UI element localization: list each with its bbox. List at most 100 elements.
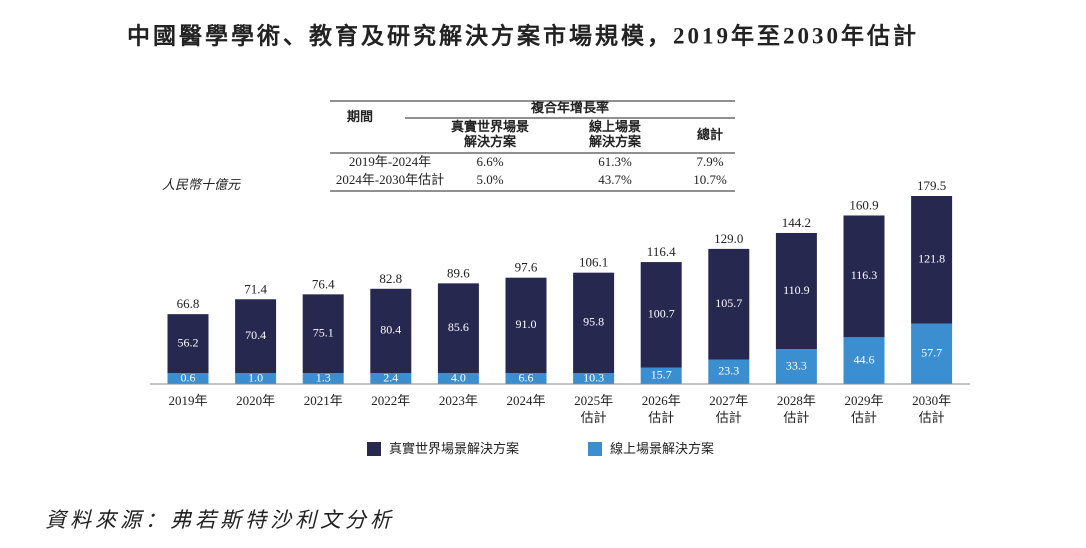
- cagr-table: 期間 複合年增長率: [330, 100, 735, 192]
- x-tick-label: 2027年: [709, 393, 748, 408]
- table-header: 期間: [347, 109, 373, 124]
- value-label: 57.7: [921, 346, 942, 360]
- table-cell: 2019年-2024年: [349, 154, 431, 169]
- x-tick-label: 2019年: [168, 393, 207, 408]
- bar-segment: [708, 248, 750, 360]
- x-tick-label: 2024年: [506, 393, 545, 408]
- bar-segment: [843, 215, 885, 338]
- x-tick-label: 2022年: [371, 393, 410, 408]
- x-tick-label: 2025年: [574, 393, 613, 408]
- total-label: 179.5: [917, 178, 946, 193]
- total-label: 106.1: [579, 255, 608, 270]
- source-note: 資料來源：弗若斯特沙利文分析: [45, 508, 395, 532]
- value-label: 23.3: [718, 364, 739, 378]
- value-label: 0.6: [181, 370, 196, 384]
- bar-segment: [911, 196, 953, 324]
- bar-segment: [775, 349, 817, 384]
- total-label: 66.8: [177, 296, 200, 311]
- value-label: 121.8: [918, 252, 945, 266]
- value-label: 75.1: [313, 325, 334, 339]
- bar-segment: [302, 294, 344, 373]
- value-label: 95.8: [583, 315, 604, 329]
- table-subheader: 真實世界場景: [451, 119, 529, 134]
- table-cell: 2024年-2030年估計: [336, 172, 444, 187]
- bar-segment: [235, 373, 277, 384]
- bar-segment: [437, 283, 479, 373]
- total-label: 76.4: [312, 276, 335, 291]
- bar-segment: [167, 373, 209, 384]
- value-label: 44.6: [854, 352, 875, 366]
- x-tick-label: 2029年: [844, 393, 883, 408]
- value-label: 80.4: [380, 323, 401, 337]
- bar-segment: [640, 262, 682, 368]
- value-label: 15.7: [651, 368, 672, 382]
- value-label: 56.2: [178, 335, 199, 349]
- total-label: 116.4: [647, 244, 676, 259]
- table-subheader: 解決方案: [463, 134, 517, 149]
- value-label: 91.0: [516, 317, 537, 331]
- legend-swatch: [588, 442, 602, 456]
- total-label: 89.6: [447, 265, 470, 280]
- x-tick-label: 估計: [648, 410, 674, 425]
- bar-segment: [235, 299, 277, 373]
- x-tick-label: 2021年: [304, 393, 343, 408]
- table-cell: 43.7%: [598, 172, 632, 187]
- x-tick-label: 估計: [581, 410, 607, 425]
- bar-segment: [708, 359, 750, 384]
- bar-segment: [573, 373, 615, 384]
- value-label: 116.3: [851, 268, 878, 282]
- x-tick-label: 2030年: [912, 393, 951, 408]
- x-tick-label: 2020年: [236, 393, 275, 408]
- bar-segment: [302, 373, 344, 384]
- x-tick-label: 估計: [919, 410, 945, 425]
- table-cell: 6.6%: [476, 154, 503, 169]
- value-label: 33.3: [786, 358, 807, 372]
- bar-segment: [167, 314, 209, 373]
- bar-segment: [911, 323, 953, 384]
- table-cell: 5.0%: [476, 172, 503, 187]
- unit-label: 人民幣十億元: [162, 177, 241, 192]
- bar-segment: [505, 373, 547, 384]
- value-label: 100.7: [648, 307, 675, 321]
- bar-segment: [370, 373, 412, 384]
- table-subheader: 線上場景: [589, 119, 641, 134]
- table-cell: 61.3%: [598, 154, 632, 169]
- bar-segment: [370, 288, 412, 373]
- bar-segment: [843, 337, 885, 384]
- value-label: 70.4: [245, 328, 266, 342]
- value-label: 6.6: [519, 370, 534, 384]
- bar-segment: [573, 272, 615, 373]
- total-label: 160.9: [849, 197, 878, 212]
- value-label: 2.4: [383, 370, 398, 384]
- total-label: 82.8: [379, 271, 402, 286]
- x-tick-label: 2026年: [642, 393, 681, 408]
- table-subheader: 解決方案: [588, 134, 642, 149]
- chart-title: 中國醫學學術、教育及研究解決方案市場規模，2019年至2030年估計: [127, 22, 919, 48]
- x-tick-label: 2023年: [439, 393, 478, 408]
- total-label: 97.6: [515, 260, 538, 275]
- total-label: 129.0: [714, 231, 743, 246]
- bar-segment: [640, 367, 682, 384]
- total-label: 71.4: [244, 281, 267, 296]
- legend-swatch: [367, 442, 381, 456]
- x-tick-label: 估計: [783, 410, 809, 425]
- value-label: 1.0: [248, 370, 263, 384]
- legend-label: 真實世界場景解決方案: [389, 441, 519, 456]
- value-label: 110.9: [783, 283, 810, 297]
- bar-segment: [775, 232, 817, 350]
- x-tick-label: 估計: [851, 410, 877, 425]
- value-label: 105.7: [715, 296, 742, 310]
- x-tick-label: 2028年: [777, 393, 816, 408]
- x-tick-label: 估計: [716, 410, 742, 425]
- value-label: 85.6: [448, 320, 469, 334]
- table-cell: 10.7%: [693, 172, 727, 187]
- table-header: 複合年增長率: [530, 100, 609, 115]
- table-cell: 7.9%: [696, 154, 723, 169]
- bar-segment: [437, 373, 479, 384]
- value-label: 1.3: [316, 370, 331, 384]
- table-subheader: 總計: [697, 127, 723, 142]
- value-label: 10.3: [583, 370, 604, 384]
- bar-segment: [505, 277, 547, 373]
- legend-label: 線上場景解決方案: [610, 441, 714, 456]
